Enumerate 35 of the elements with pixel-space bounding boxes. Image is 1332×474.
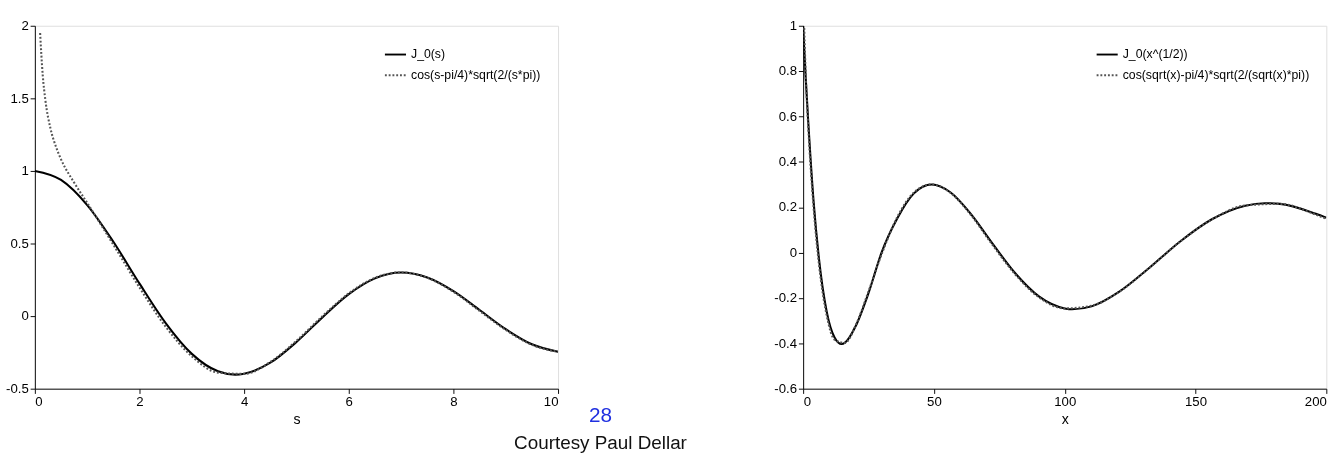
y-tick-label: -0.2 xyxy=(774,290,798,306)
y-tick-label: 1.5 xyxy=(10,90,29,106)
x-tick-label: 2 xyxy=(136,394,144,410)
legend-label: cos(s-pi/4)*sqrt(2/(s*pi)) xyxy=(411,68,541,83)
y-tick-label: 0 xyxy=(789,244,798,260)
x-tick-label: 6 xyxy=(345,394,353,410)
line-series xyxy=(39,32,559,375)
x-tick-label: 0 xyxy=(803,394,811,410)
y-tick-label: 0 xyxy=(21,308,29,324)
legend-label: J_0(x^(1/2)) xyxy=(1122,47,1188,62)
x-axis-title: x xyxy=(1061,411,1069,428)
x-tick-label: 10 xyxy=(543,394,559,410)
y-tick-label: 1 xyxy=(21,163,29,179)
x-axis-title: s xyxy=(293,411,301,428)
legend-label: cos(sqrt(x)-pi/4)*sqrt(2/(sqrt(x)*pi)) xyxy=(1122,68,1310,83)
x-tick-label: 8 xyxy=(450,394,458,410)
text: Courtesy Paul Dellar xyxy=(514,432,687,454)
y-tick-label: -0.4 xyxy=(774,335,798,351)
x-tick-label: 150 xyxy=(1185,394,1208,410)
y-tick-label: 0.6 xyxy=(778,108,798,124)
y-tick-label: 0.4 xyxy=(778,154,798,170)
x-tick-label: 4 xyxy=(240,394,249,410)
y-tick-label: 1 xyxy=(789,18,798,34)
y-tick-label: 0.5 xyxy=(10,235,29,251)
x-tick-label: 200 xyxy=(1304,394,1327,410)
y-tick-label: -0.6 xyxy=(774,380,798,396)
y-tick-label: -0.5 xyxy=(6,380,29,396)
x-tick-label: 0 xyxy=(35,394,43,410)
y-tick-label: 2 xyxy=(21,18,29,34)
text: 28 xyxy=(588,402,613,426)
legend-label: J_0(s) xyxy=(411,47,446,62)
x-tick-label: 100 xyxy=(1054,394,1077,410)
y-tick-label: 0.8 xyxy=(778,63,798,79)
x-tick-label: 50 xyxy=(927,394,942,410)
y-tick-label: 0.2 xyxy=(778,199,798,215)
